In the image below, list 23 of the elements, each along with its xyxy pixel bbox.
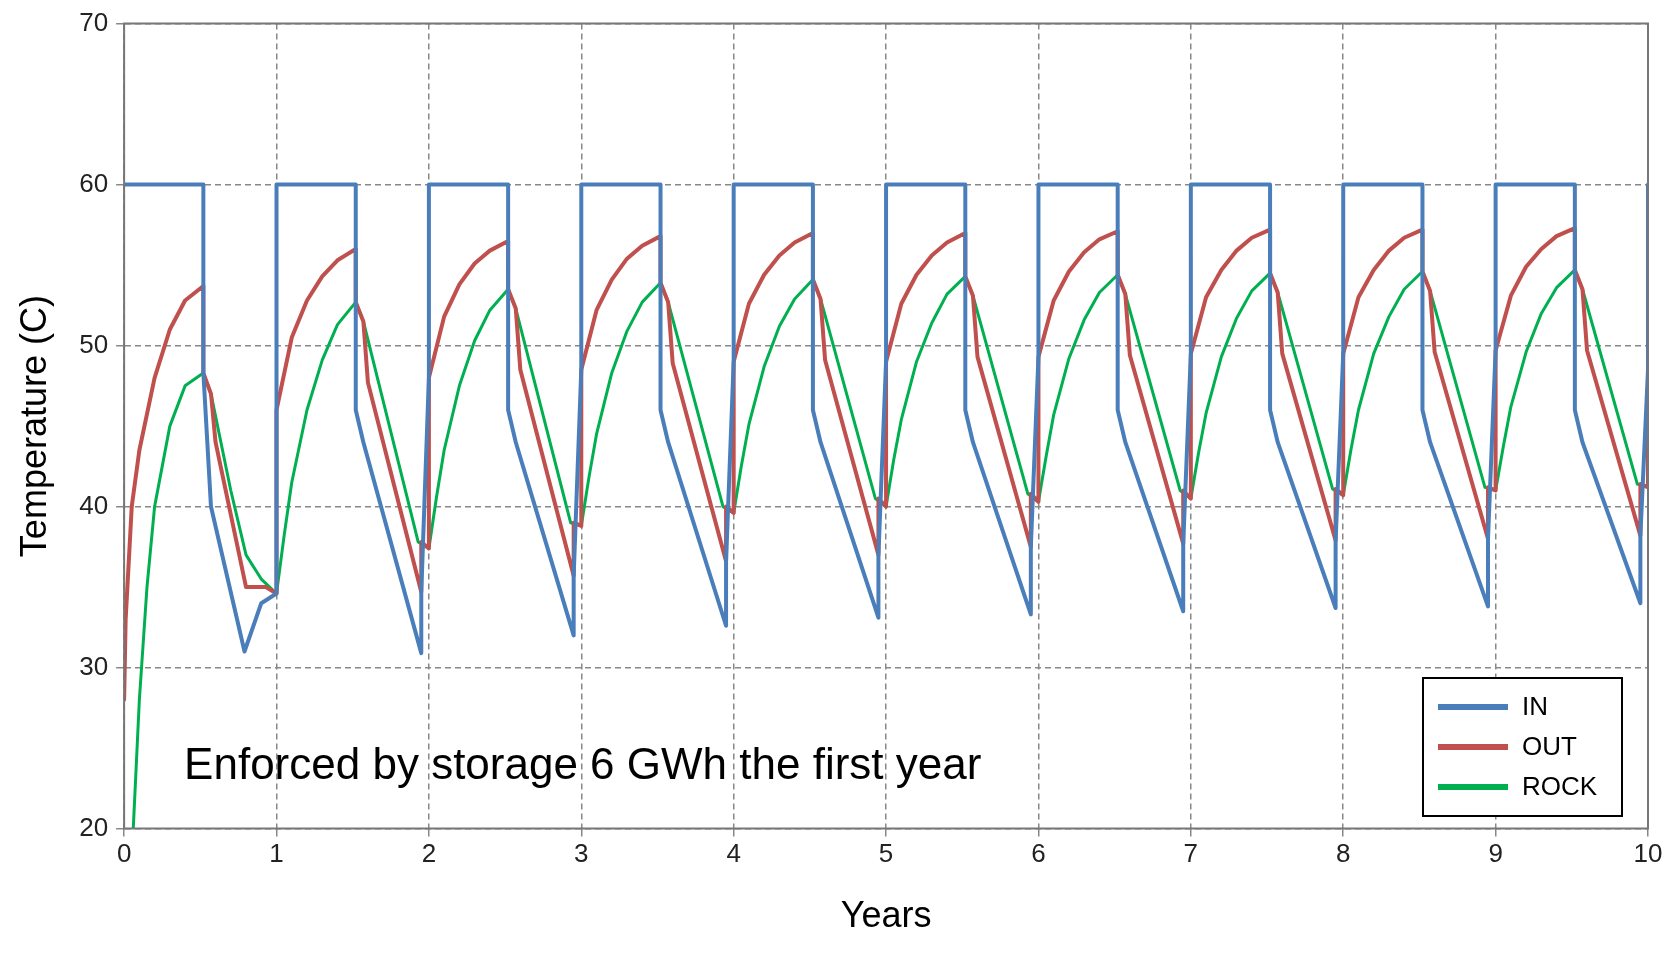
legend-label: OUT [1522,731,1577,763]
x-tick-label: 2 [421,838,437,869]
legend-label: IN [1522,691,1548,723]
y-tick-label: 20 [79,811,109,842]
x-axis-title: Years [840,894,932,936]
y-tick-label: 70 [79,6,109,37]
y-tick-label: 60 [79,167,109,198]
y-tick-label: 50 [79,328,109,359]
x-tick-label: 8 [1335,838,1351,869]
x-tick-label: 0 [116,838,132,869]
x-tick-label: 9 [1488,838,1503,869]
x-tick-label: 3 [574,838,589,869]
x-tick-label: 10 [1633,838,1663,869]
x-tick-label: 5 [878,838,894,869]
y-axis-title: Temperature (C) [12,295,54,558]
x-tick-label: 7 [1183,838,1199,869]
x-tick-label: 6 [1031,838,1046,869]
x-tick-label: 4 [726,838,741,869]
y-tick-label: 30 [79,650,109,681]
legend-label: ROCK [1522,771,1598,803]
y-tick-label: 40 [79,489,109,520]
annotation: Enforced by storage 6 GWh the first year [184,738,982,789]
x-tick-label: 1 [269,838,284,869]
